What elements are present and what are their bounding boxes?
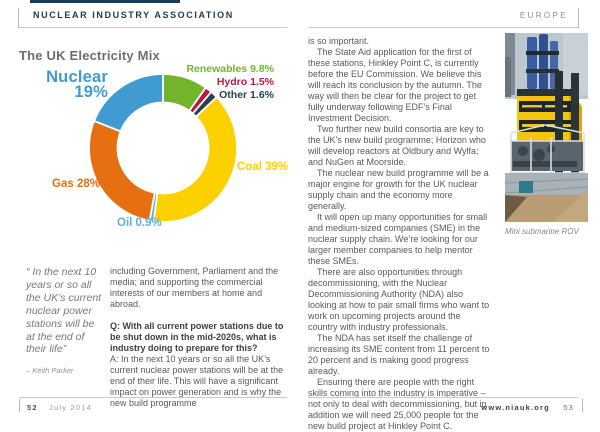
footer-left-tick (19, 399, 20, 412)
paragraph: The State Aid application for the first … (308, 47, 482, 123)
chart-label-coal: Coal 39% (237, 161, 289, 173)
interview-question: Q: With all current power stations due t… (110, 321, 284, 353)
page-number-left: 52 (27, 403, 38, 412)
footer-rule-right (308, 397, 578, 398)
right-page-edge-tick (578, 8, 579, 28)
article-column-right: is so important. The State Aid applicatio… (308, 36, 492, 432)
paragraph: It will open up many opportunities for s… (308, 212, 488, 266)
chart-title: The UK Electricity Mix (19, 48, 160, 63)
paragraph: The NDA has set itself the challenge of … (308, 333, 490, 376)
photo-mini-submarine-rov (505, 33, 588, 222)
website-url: www.niauk.org (481, 403, 550, 412)
chart-label-hydro: Hydro 1.5% (216, 76, 274, 88)
publication-section-title: NUCLEAR INDUSTRY ASSOCIATION (33, 10, 234, 20)
chart-label-gas: Gas 28% (52, 178, 100, 190)
donut-segment-gas (88, 119, 156, 222)
footer-right-tick (582, 399, 583, 412)
chart-label-renewables: Renewables 9.8% (186, 63, 274, 75)
footer-rule-left (19, 397, 287, 398)
section-label-europe: EUROPE (519, 11, 568, 20)
footer-right: www.niauk.org 53 (481, 403, 574, 412)
page-number-right: 53 (563, 403, 574, 412)
header-rule-left (19, 27, 287, 28)
pull-quote: “ In the next 10 years or so all the UK’… (26, 266, 104, 375)
chart-label-other: Other 1.6% (219, 89, 274, 101)
paragraph: Two further new build consortia are key … (308, 124, 486, 167)
uk-electricity-mix-chart: The UK Electricity Mix Renewables 9.8% Hy… (0, 40, 300, 262)
donut-chart (88, 73, 238, 223)
paragraph: The nuclear new build programme will be … (308, 168, 489, 211)
photo-caption: Mini submarine ROV (505, 227, 579, 236)
chart-label-nuclear: Nuclear 19% (46, 68, 108, 101)
header-rule-right (308, 27, 578, 28)
chart-label-oil: Oil 0.9% (117, 217, 162, 229)
paragraph: There are also opportunities through dec… (308, 267, 490, 332)
left-page-edge-tick (18, 8, 19, 28)
donut-segment-coal (152, 95, 238, 223)
header-accent-bar (30, 0, 180, 3)
article-column-left: including Government, Parliament and the… (110, 266, 286, 409)
paragraph: including Government, Parliament and the… (110, 266, 279, 309)
interview-answer: A: In the next 10 years or so all the UK… (110, 354, 284, 408)
pull-quote-text: “ In the next 10 years or so all the UK’… (26, 266, 102, 356)
footer-left: 52 July 2014 (27, 403, 92, 412)
donut-segment-nuclear (92, 73, 164, 133)
issue-date: July 2014 (49, 403, 92, 412)
paragraph: is so important. (308, 36, 370, 46)
pull-quote-attribution: – Keith Parker (26, 366, 74, 376)
